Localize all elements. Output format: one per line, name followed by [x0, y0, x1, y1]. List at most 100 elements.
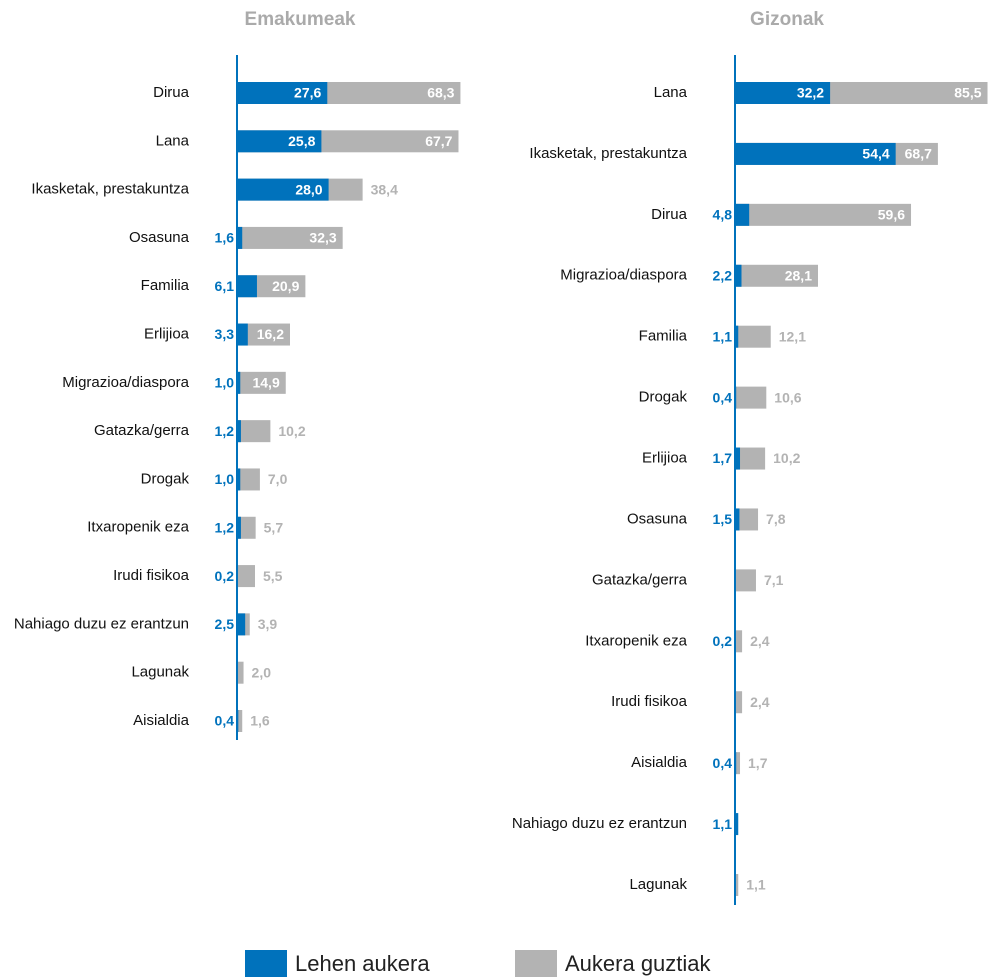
bar — [237, 275, 257, 298]
value-label: 68,7 — [905, 146, 932, 162]
value-label: 1,1 — [713, 816, 733, 832]
value-label: 1,1 — [713, 328, 733, 344]
category-label: Ikasketak, prestakuntza — [31, 181, 189, 198]
bar — [237, 661, 244, 684]
bar — [237, 178, 329, 201]
value-label: 7,8 — [766, 511, 786, 527]
bar — [735, 752, 741, 775]
value-label: 67,7 — [425, 133, 452, 149]
category-label: Dirua — [153, 84, 190, 101]
category-label: Drogak — [639, 389, 688, 406]
category-label: Familia — [141, 277, 190, 294]
value-label: 1,7 — [713, 450, 733, 466]
bar — [237, 130, 322, 153]
value-label: 2,2 — [713, 267, 733, 283]
value-label: 0,4 — [215, 713, 235, 729]
value-label: 28,0 — [295, 181, 322, 197]
bar — [735, 630, 743, 653]
category-label: Irudi fisikoa — [611, 693, 688, 710]
bar — [237, 371, 241, 394]
value-label: 3,3 — [215, 326, 235, 342]
bar — [735, 325, 739, 348]
category-label: Nahiago duzu ez erantzun — [14, 615, 189, 632]
value-label: 5,5 — [263, 568, 283, 584]
bar — [237, 710, 243, 732]
value-label: 2,4 — [750, 694, 770, 710]
value-label: 0,2 — [215, 568, 235, 584]
bar — [735, 508, 759, 531]
value-label: 16,2 — [257, 326, 284, 342]
value-label: 1,6 — [215, 230, 235, 246]
value-label: 7,1 — [764, 572, 784, 588]
chart-title: Emakumeak — [245, 9, 356, 30]
value-label: 1,2 — [215, 519, 235, 535]
legend-label: Lehen aukera — [295, 951, 430, 976]
chart-title: Gizonak — [750, 9, 824, 30]
value-label: 1,0 — [215, 471, 235, 487]
bar — [237, 613, 246, 636]
category-label: Lana — [156, 132, 190, 149]
category-label: Erlijioa — [144, 326, 190, 343]
value-label: 1,2 — [215, 423, 235, 439]
value-label: 7,0 — [268, 471, 288, 487]
value-label: 14,9 — [252, 375, 279, 391]
category-label: Gatazka/gerra — [94, 422, 190, 439]
category-label: Lagunak — [131, 664, 189, 681]
value-label: 10,6 — [774, 389, 801, 405]
bar — [735, 142, 896, 165]
value-label: 59,6 — [878, 207, 905, 223]
category-label: Aisialdia — [631, 754, 688, 771]
value-label: 1,6 — [250, 713, 270, 729]
category-label: Migrazioa/diaspora — [560, 267, 687, 284]
value-label: 5,7 — [264, 519, 284, 535]
bar — [237, 323, 248, 346]
category-label: Lana — [654, 84, 688, 101]
category-label: Itxaropenik eza — [585, 632, 687, 649]
value-label: 0,4 — [713, 755, 733, 771]
category-label: Dirua — [651, 206, 688, 223]
value-label: 6,1 — [215, 278, 235, 294]
bar — [735, 569, 756, 592]
legend-swatch — [515, 950, 557, 977]
bar — [735, 386, 767, 409]
category-label: Nahiago duzu ez erantzun — [512, 815, 687, 832]
bar — [735, 203, 912, 226]
category-label: Migrazioa/diaspora — [62, 374, 189, 391]
bar — [735, 82, 831, 104]
category-label: Aisialdia — [133, 712, 190, 729]
bar — [237, 226, 343, 249]
bar — [735, 874, 739, 896]
value-label: 68,3 — [427, 85, 454, 101]
value-label: 20,9 — [272, 278, 299, 294]
category-label: Osasuna — [129, 229, 190, 246]
bar — [735, 203, 750, 226]
value-label: 38,4 — [371, 181, 398, 197]
value-label: 2,0 — [252, 664, 272, 680]
value-label: 85,5 — [954, 85, 981, 101]
value-label: 4,8 — [713, 207, 733, 223]
bar — [735, 325, 771, 348]
value-label: 27,6 — [294, 85, 321, 101]
bar — [237, 371, 286, 394]
bar — [735, 264, 818, 287]
legend-label: Aukera guztiak — [565, 951, 712, 976]
bar — [237, 516, 241, 539]
bar — [735, 264, 742, 287]
value-label: 1,1 — [746, 877, 766, 893]
category-label: Erlijioa — [642, 450, 688, 467]
legend-swatch — [245, 950, 287, 977]
bar — [735, 813, 739, 836]
value-label: 54,4 — [862, 146, 889, 162]
value-label: 1,0 — [215, 375, 235, 391]
bar — [237, 468, 260, 491]
value-label: 0,2 — [713, 633, 733, 649]
value-label: 3,9 — [258, 616, 278, 632]
category-label: Osasuna — [627, 510, 688, 527]
category-label: Drogak — [141, 470, 190, 487]
value-label: 10,2 — [773, 450, 800, 466]
category-label: Irudi fisikoa — [113, 567, 190, 584]
bar — [237, 420, 241, 443]
category-label: Ikasketak, prestakuntza — [529, 145, 687, 162]
bar — [735, 691, 743, 714]
